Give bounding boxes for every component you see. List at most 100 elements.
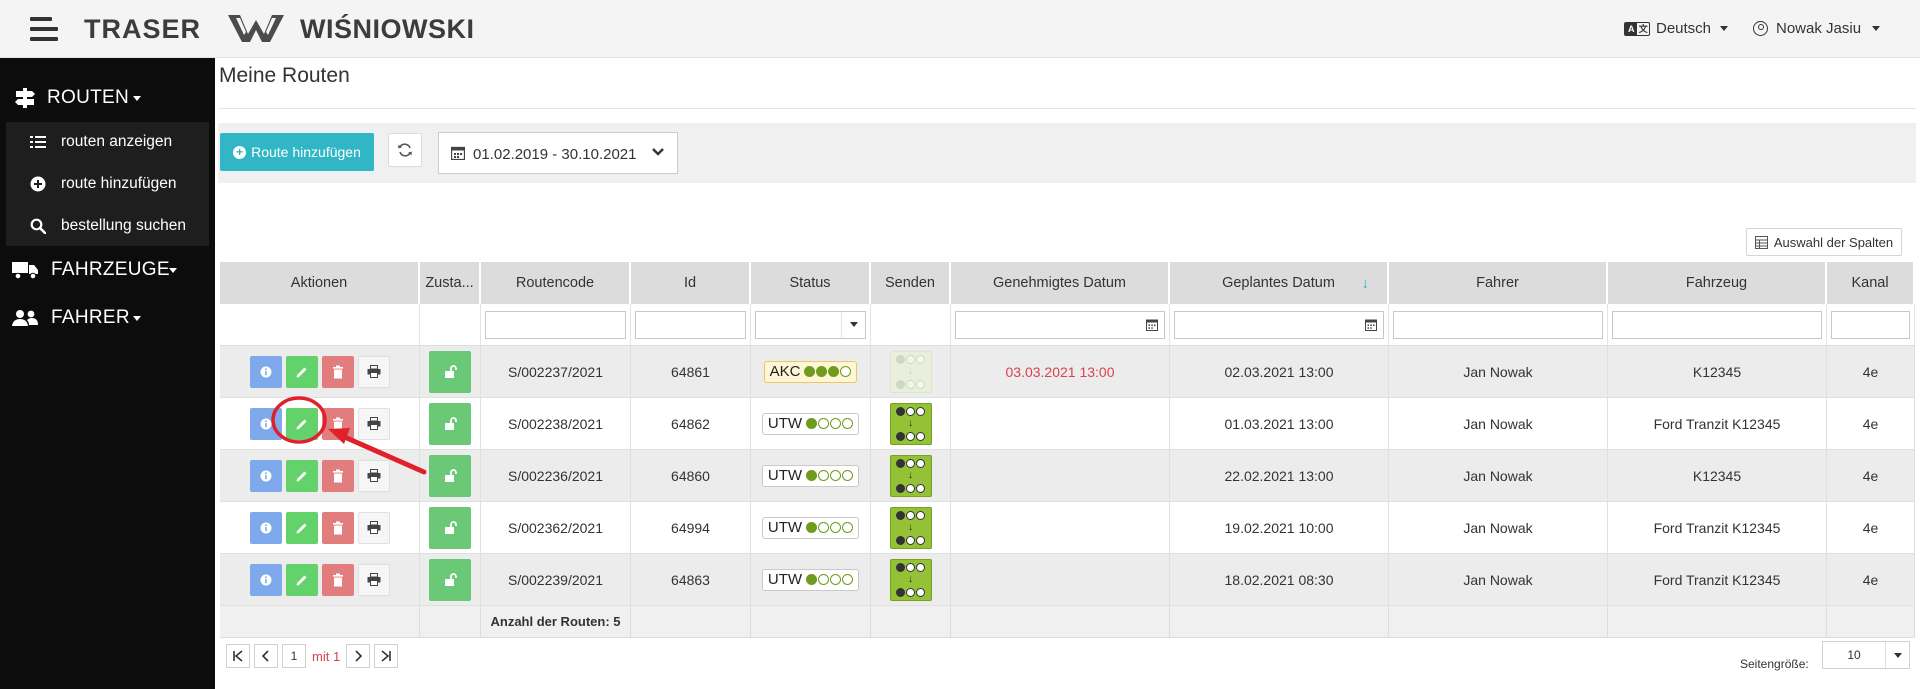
chevron-down-icon <box>652 148 664 156</box>
send-button[interactable]: ↓ <box>889 506 932 549</box>
sidebar-item-drivers[interactable]: FAHRER <box>0 298 215 338</box>
status-dot <box>842 574 854 585</box>
send-button[interactable]: ↓ <box>889 454 932 497</box>
unlock-icon <box>445 416 457 430</box>
delete-button[interactable] <box>321 563 354 596</box>
channel: 4e <box>1827 450 1915 501</box>
sidebar-item-order-search[interactable]: bestellung suchen <box>6 206 209 246</box>
status-dot <box>842 418 854 429</box>
unlock-button[interactable] <box>429 506 471 549</box>
sidebar-item-vehicles[interactable]: FAHRZEUGE <box>0 250 215 290</box>
info-button[interactable] <box>249 407 282 440</box>
unlock-button[interactable] <box>429 558 471 601</box>
delete-button[interactable] <box>321 511 354 544</box>
print-button[interactable] <box>357 459 390 492</box>
calendar-icon[interactable] <box>1359 312 1383 338</box>
brand-traser: TRASER <box>84 14 202 44</box>
columns-selector-button[interactable]: Auswahl der Spalten <box>1746 228 1902 256</box>
header-send[interactable]: Senden <box>871 262 951 304</box>
send-button[interactable]: ↓ <box>889 558 932 601</box>
table-row[interactable]: S/002236/2021 64860 UTW ↓ 22.02.2021 13:00 Ja… <box>220 450 1915 502</box>
header-state[interactable]: Zusta... <box>420 262 481 304</box>
table-row[interactable]: S/002239/2021 64863 UTW ↓ 18.02.2021 08:30 Ja… <box>220 554 1915 606</box>
trash-icon <box>332 417 343 430</box>
first-page-button[interactable] <box>226 644 250 668</box>
send-button[interactable]: ↓ <box>889 402 932 445</box>
unlock-button[interactable] <box>429 402 471 445</box>
filter-approved-date-input[interactable] <box>955 310 1165 339</box>
header-approved-date[interactable]: Genehmigtes Datum <box>951 262 1170 304</box>
current-page-input[interactable]: 1 <box>282 644 306 668</box>
pencil-icon <box>296 575 306 585</box>
page-size-select[interactable]: 10 <box>1822 641 1910 669</box>
edit-button[interactable] <box>285 511 318 544</box>
send-button[interactable]: ↓ <box>889 350 932 393</box>
channel: 4e <box>1827 554 1915 605</box>
filter-driver-input[interactable] <box>1393 310 1603 339</box>
last-page-button[interactable] <box>374 644 399 668</box>
header-planned-date[interactable]: Geplantes Datum ↓ <box>1170 262 1389 304</box>
filter-status-select[interactable] <box>755 310 866 339</box>
refresh-button[interactable] <box>388 133 422 167</box>
calendar-icon[interactable] <box>1140 312 1164 338</box>
vehicle-name: Ford Tranzit K12345 <box>1608 554 1827 605</box>
table-row[interactable]: S/002238/2021 64862 UTW ↓ 01.03.2021 13:00 Ja… <box>220 398 1915 450</box>
info-button[interactable] <box>249 355 282 388</box>
next-page-button[interactable] <box>346 644 371 668</box>
prev-page-button[interactable] <box>254 644 278 668</box>
table-row[interactable]: S/002237/2021 64861 AKC ↓ 03.03.2021 13:00 02… <box>220 346 1915 398</box>
delete-button[interactable] <box>321 355 354 388</box>
header-id[interactable]: Id <box>631 262 751 304</box>
date-range-picker[interactable]: 01.02.2019 - 30.10.2021 <box>438 132 678 174</box>
status-dot <box>830 522 842 533</box>
edit-button[interactable] <box>285 459 318 492</box>
info-button[interactable] <box>249 511 282 544</box>
filter-route-code-input[interactable] <box>485 310 626 339</box>
info-button[interactable] <box>249 563 282 596</box>
filter-id-input[interactable] <box>635 310 746 339</box>
caret-down-icon <box>1720 26 1729 31</box>
info-button[interactable] <box>249 459 282 492</box>
user-menu[interactable]: Nowak Jasiu <box>1753 20 1881 37</box>
print-button[interactable] <box>357 355 390 388</box>
arrow-down-icon: ↓ <box>908 365 913 377</box>
route-id: 64863 <box>631 554 751 605</box>
sidebar-item-route-add[interactable]: route hinzufügen <box>6 164 209 204</box>
menu-icon[interactable] <box>30 17 58 41</box>
print-button[interactable] <box>357 407 390 440</box>
edit-button[interactable] <box>285 355 318 388</box>
filter-channel-input[interactable] <box>1831 310 1910 339</box>
sidebar-item-routes[interactable]: ROUTEN <box>0 78 215 118</box>
print-button[interactable] <box>357 563 390 596</box>
header-route-code[interactable]: Routencode <box>481 262 631 304</box>
edit-button[interactable] <box>285 563 318 596</box>
filter-planned-date-input[interactable] <box>1174 310 1384 339</box>
first-page-icon <box>233 650 243 662</box>
delete-button[interactable] <box>321 459 354 492</box>
filter-vehicle-input[interactable] <box>1612 310 1822 339</box>
header-channel[interactable]: Kanal <box>1827 262 1915 304</box>
header-actions[interactable]: Aktionen <box>220 262 420 304</box>
row-send: ↓ <box>871 450 951 501</box>
header-vehicle[interactable]: Fahrzeug <box>1608 262 1827 304</box>
add-route-button[interactable]: + Route hinzufügen <box>220 133 374 171</box>
route-id: 64862 <box>631 398 751 449</box>
sidebar-item-routes-show[interactable]: routen anzeigen <box>6 122 209 162</box>
driver-name: Jan Nowak <box>1389 398 1608 449</box>
unlock-button[interactable] <box>429 350 471 393</box>
unlock-button[interactable] <box>429 454 471 497</box>
header-driver[interactable]: Fahrer <box>1389 262 1608 304</box>
delete-button[interactable] <box>321 407 354 440</box>
approved-date: 03.03.2021 13:00 <box>951 346 1170 397</box>
header-status[interactable]: Status <box>751 262 871 304</box>
route-code: S/002237/2021 <box>481 346 631 397</box>
print-button[interactable] <box>357 511 390 544</box>
table-row[interactable]: S/002362/2021 64994 UTW ↓ 19.02.2021 10:00 Ja… <box>220 502 1915 554</box>
truck-icon <box>12 260 38 280</box>
user-name: Nowak Jasiu <box>1776 20 1862 37</box>
caret-down-icon <box>133 96 141 101</box>
title-divider <box>219 108 1916 109</box>
trash-icon <box>332 521 343 534</box>
edit-button[interactable] <box>285 407 318 440</box>
